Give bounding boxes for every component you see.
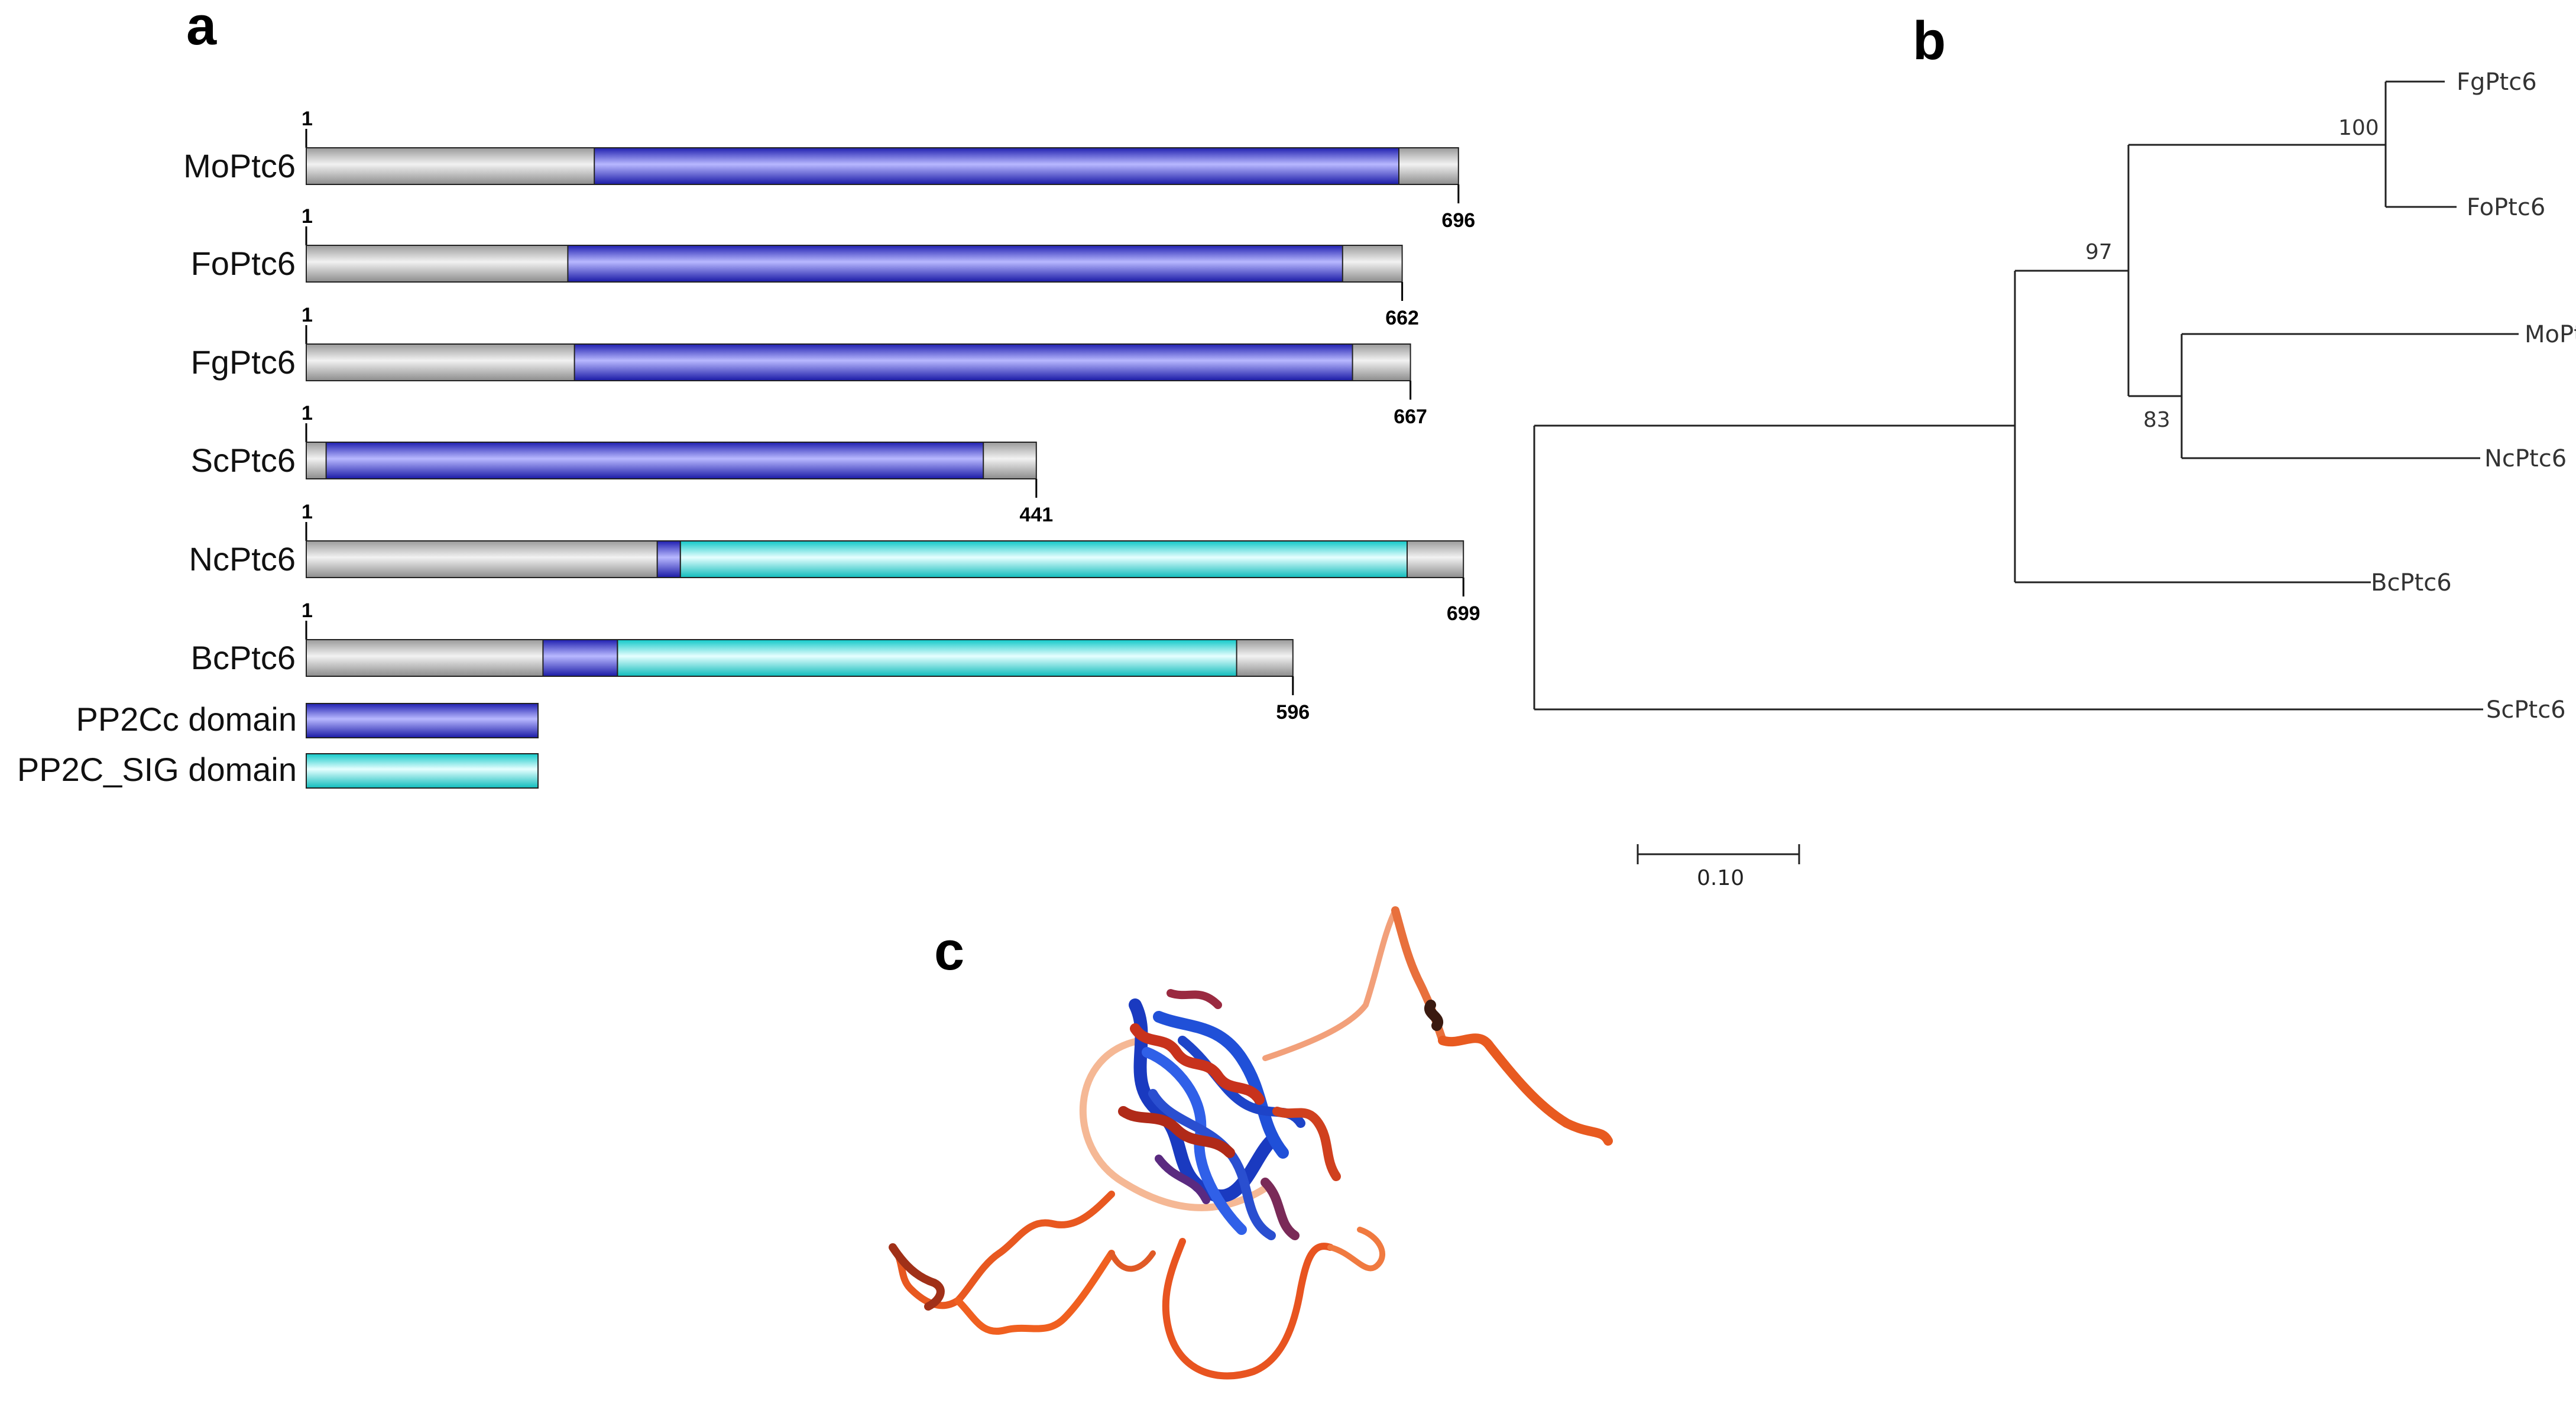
legend-label: PP2C_SIG domain [17, 751, 297, 788]
pp2cc-domain-bar [573, 343, 1353, 381]
protein-name: FoPtc6 [191, 245, 296, 282]
domain-architecture-panel: MoPtc6 1 696 FoPtc6 1 662 FgPtc6 1 667 ScPtc6 1 441… [17, 108, 1480, 789]
end-position-label: 667 [1394, 406, 1427, 428]
tree-scale-bar [1637, 844, 1800, 864]
start-position-label: 1 [302, 108, 313, 130]
bootstrap-value: 97 [2085, 240, 2112, 264]
legend-swatch-pp2cc [306, 703, 539, 738]
tree-leaf-label: ScPtc6 [2486, 696, 2566, 724]
pp2cc-domain-bar [656, 540, 681, 578]
end-position-label: 441 [1019, 504, 1053, 526]
end-position-label: 662 [1385, 307, 1419, 329]
panel-label-b: b [1913, 11, 1946, 71]
pp2c-sig-domain-bar [679, 540, 1408, 578]
phylogenetic-tree-panel [1533, 80, 2519, 711]
protein-name: ScPtc6 [191, 442, 296, 479]
bootstrap-value: 100 [2338, 116, 2379, 140]
tree-leaf-label: FgPtc6 [2457, 69, 2537, 96]
end-position-label: 596 [1276, 701, 1310, 724]
end-position-label: 696 [1441, 209, 1475, 232]
start-position-label: 1 [302, 402, 313, 424]
protein-name: BcPtc6 [191, 639, 296, 676]
tree-leaf-label: MoPtc6 [2525, 321, 2576, 348]
protein-structure-ribbon [889, 906, 1613, 1380]
pp2cc-domain-bar [567, 245, 1343, 283]
tree-leaf-label: NcPtc6 [2484, 445, 2567, 472]
legend-swatch-pp2c-sig [306, 753, 539, 789]
protein-name: FgPtc6 [191, 343, 296, 381]
start-position-label: 1 [302, 205, 313, 228]
tree-leaf-label: FoPtc6 [2467, 194, 2545, 221]
pp2cc-domain-bar [594, 147, 1400, 185]
tree-leaf-label: BcPtc6 [2371, 569, 2452, 596]
end-position-label: 699 [1447, 602, 1480, 625]
legend-label: PP2Cc domain [76, 701, 297, 738]
pp2c-sig-domain-bar [617, 639, 1237, 677]
bootstrap-value: 83 [2143, 408, 2170, 432]
pp2cc-domain-bar [325, 442, 984, 479]
start-position-label: 1 [302, 304, 313, 326]
pp2cc-domain-bar [542, 639, 618, 677]
start-position-label: 1 [302, 599, 313, 622]
scale-bar-label: 0.10 [1697, 866, 1744, 890]
protein-name: MoPtc6 [183, 147, 296, 184]
panel-label-a: a [186, 0, 217, 56]
protein-name: NcPtc6 [189, 540, 296, 578]
panel-label-c: c [934, 921, 964, 981]
tree-labels: FgPtc6 FoPtc6 MoPtc6 NcPtc6 BcPtc6 ScPtc… [2085, 69, 2576, 724]
start-position-label: 1 [302, 501, 313, 523]
